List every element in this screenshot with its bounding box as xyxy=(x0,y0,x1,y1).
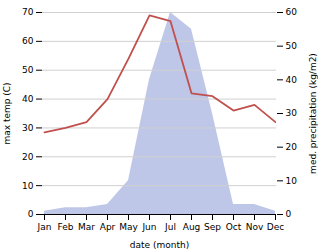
svg-text:0: 0 xyxy=(286,209,292,219)
svg-text:Nov: Nov xyxy=(246,222,264,232)
svg-text:Oct: Oct xyxy=(226,222,242,232)
svg-text:70: 70 xyxy=(22,7,34,17)
svg-text:date (month): date (month) xyxy=(130,240,189,250)
svg-text:60: 60 xyxy=(22,36,34,46)
svg-text:50: 50 xyxy=(22,65,34,75)
svg-text:30: 30 xyxy=(286,108,298,118)
svg-text:Jan: Jan xyxy=(37,222,52,232)
svg-text:Aug: Aug xyxy=(183,222,201,232)
svg-text:Apr: Apr xyxy=(100,222,116,232)
svg-text:30: 30 xyxy=(22,123,34,133)
svg-text:Mar: Mar xyxy=(78,222,95,232)
svg-text:0: 0 xyxy=(28,209,34,219)
svg-text:20: 20 xyxy=(286,142,298,152)
svg-text:Dec: Dec xyxy=(267,222,284,232)
svg-text:20: 20 xyxy=(22,152,34,162)
svg-text:med. precipitation (kg/m2): med. precipitation (kg/m2) xyxy=(308,53,318,174)
svg-text:max temp (C): max temp (C) xyxy=(2,82,12,144)
svg-text:May: May xyxy=(119,222,138,232)
svg-text:40: 40 xyxy=(22,94,34,104)
svg-text:10: 10 xyxy=(22,181,34,191)
svg-text:Jul: Jul xyxy=(164,222,176,232)
svg-text:Jun: Jun xyxy=(141,222,156,232)
svg-text:Feb: Feb xyxy=(58,222,74,232)
svg-text:10: 10 xyxy=(286,176,298,186)
svg-text:Sep: Sep xyxy=(204,222,221,232)
svg-text:50: 50 xyxy=(286,41,298,51)
svg-text:60: 60 xyxy=(286,7,298,17)
svg-text:40: 40 xyxy=(286,75,298,85)
